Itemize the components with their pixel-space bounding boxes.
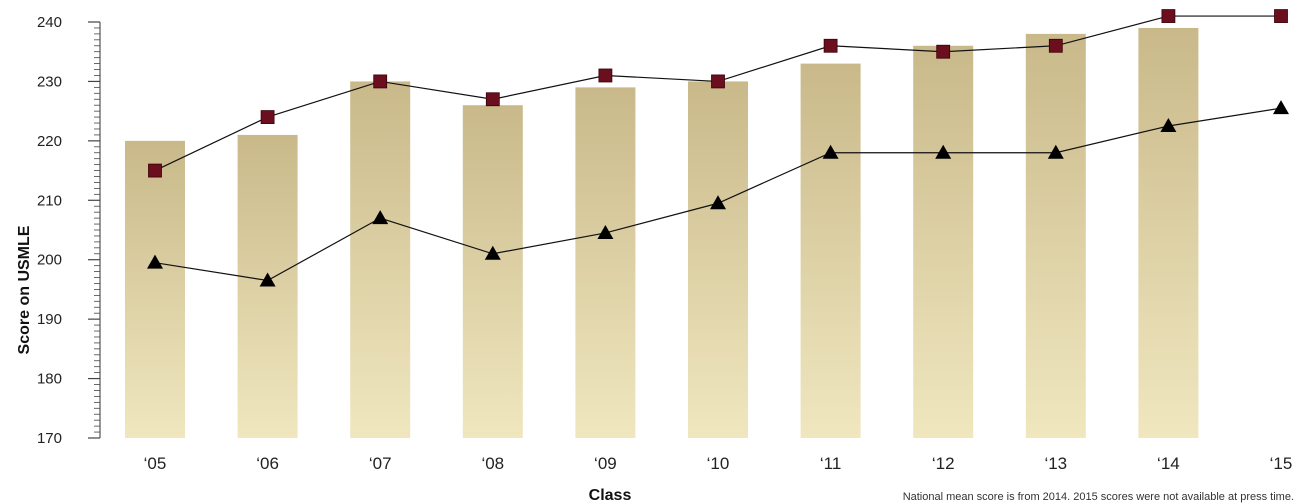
- x-tick-label: ‘11: [820, 454, 841, 473]
- bars-layer: [125, 27, 1199, 439]
- y-tick-label: 230: [37, 73, 62, 90]
- x-tick-label: ‘06: [256, 454, 279, 473]
- footnote: National mean score is from 2014. 2015 s…: [903, 491, 1294, 503]
- y-tick-label: 210: [37, 192, 62, 209]
- series-1-point: [260, 110, 275, 124]
- bar-6: [688, 81, 748, 438]
- y-tick-label: 220: [37, 133, 62, 150]
- series-1-point: [485, 92, 500, 107]
- series-2-point: [259, 272, 276, 287]
- x-tick-label: ‘09: [594, 454, 617, 473]
- series-1-point: [823, 38, 838, 53]
- bar-1: [125, 140, 185, 438]
- series-1-point: [936, 44, 951, 59]
- series-2-point: [935, 144, 952, 159]
- series-2-point: [597, 224, 614, 239]
- bar-5: [575, 87, 636, 438]
- bar-10: [1138, 27, 1199, 438]
- series-2-point: [1047, 144, 1064, 159]
- x-axis-title: Class: [589, 487, 632, 504]
- series-2-point: [484, 245, 501, 260]
- bar-7: [800, 63, 861, 438]
- x-tick-label: ‘15: [1270, 454, 1293, 473]
- lines-layer: [147, 9, 1289, 287]
- bar-9: [1025, 33, 1086, 439]
- bar-4: [462, 105, 523, 438]
- x-tick-label: ‘12: [932, 454, 955, 473]
- y-tick-label: 240: [37, 14, 62, 31]
- x-tick-label: ‘08: [481, 454, 504, 473]
- series-1-point: [373, 74, 388, 89]
- series-1-point: [598, 68, 613, 83]
- x-tick-label: ‘05: [144, 454, 167, 473]
- series-2-point: [1273, 100, 1289, 115]
- series-1-point: [148, 163, 162, 178]
- series-2-point: [710, 195, 726, 210]
- x-tick-label: ‘07: [369, 454, 392, 473]
- x-tick-label: ‘13: [1044, 454, 1067, 473]
- y-tick-label: 180: [37, 371, 62, 388]
- series-2-point: [822, 144, 839, 159]
- series-1-point: [711, 74, 725, 89]
- series-2-point: [372, 210, 389, 225]
- y-tick-label: 200: [37, 252, 62, 269]
- series-1-point: [1048, 38, 1063, 53]
- y-tick-label: 190: [37, 311, 62, 328]
- series-2-point: [1160, 118, 1177, 132]
- bar-3: [350, 81, 411, 438]
- series-2-point: [147, 254, 163, 269]
- x-tick-label: ‘14: [1157, 454, 1180, 473]
- bar-8: [913, 45, 974, 439]
- x-axis-labels: ‘05 ‘06 ‘07 ‘08 ‘09 ‘10 ‘11 ‘12 ‘13 ‘14 ‘15: [144, 454, 1293, 473]
- series-1-point: [1274, 9, 1288, 23]
- series-1-point: [1161, 9, 1176, 23]
- y-tick-label: 170: [37, 430, 62, 447]
- y-axis-title: Score on USMLE: [16, 225, 33, 354]
- x-tick-label: ‘10: [707, 454, 730, 473]
- y-axis: 170 180 190 200 210 220 230 240: [37, 14, 101, 447]
